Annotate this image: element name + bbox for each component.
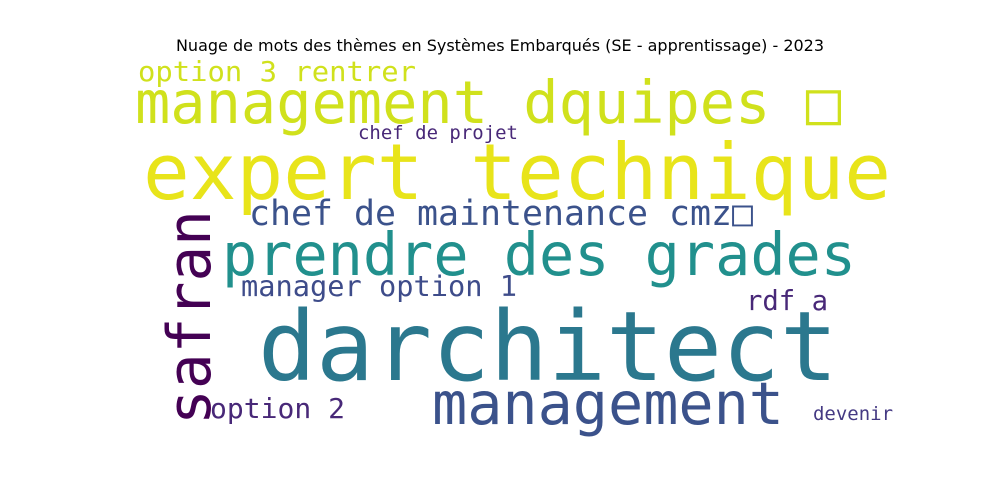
word-8: option 2 <box>210 392 345 425</box>
word-6: chef de maintenance cmz□ <box>249 194 753 234</box>
word-4: management dquipes □ <box>135 69 842 137</box>
word-11: chef de projet <box>358 122 518 144</box>
word-1: expert technique <box>143 128 891 218</box>
chart-title: Nuage de mots des thèmes en Systèmes Emb… <box>175 36 825 55</box>
word-0: darchitect <box>258 291 838 403</box>
word-9: manager option 1 <box>241 269 517 303</box>
word-2: management <box>432 370 784 438</box>
word-5: safran <box>156 210 225 425</box>
word-3: prendre des grades <box>222 221 856 289</box>
word-10: rdf a <box>746 286 828 317</box>
word-7: option 3 rentrer <box>138 57 416 88</box>
word-12: devenir <box>813 403 893 425</box>
